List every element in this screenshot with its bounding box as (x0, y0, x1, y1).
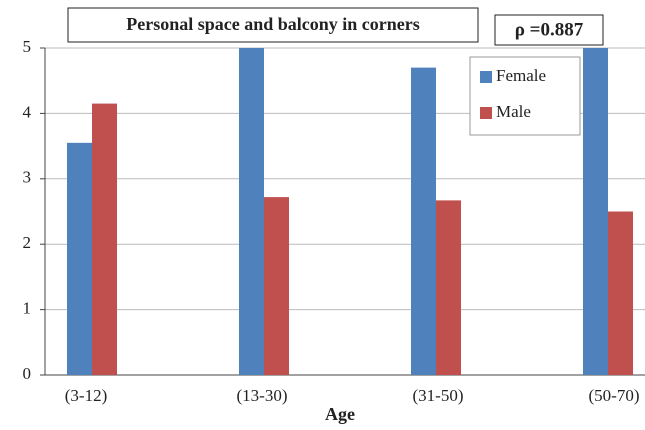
y-tick-label: 0 (23, 364, 32, 383)
annotation-box (494, 14, 604, 46)
bar (583, 48, 608, 375)
bar (239, 48, 264, 375)
y-tick-label: 4 (23, 102, 32, 121)
legend-box (469, 56, 581, 136)
x-axis-label: Age (325, 404, 355, 424)
bar (436, 200, 461, 375)
x-tick-label: (13-30) (237, 386, 288, 405)
y-tick-label: 3 (23, 168, 32, 187)
annotation: ρ =0.887 (515, 19, 584, 40)
bar (264, 197, 289, 375)
legend-swatch (480, 107, 492, 119)
y-tick-label: 5 (23, 37, 32, 56)
legend-label: Female (496, 66, 546, 85)
x-tick-label: (31-50) (413, 386, 464, 405)
legend-label: Male (496, 102, 531, 121)
y-tick-label: 1 (23, 299, 32, 318)
bar (411, 67, 436, 376)
y-tick-label: 2 (23, 233, 32, 252)
bar (608, 211, 633, 375)
bar (67, 142, 92, 375)
x-tick-label: (3-12) (65, 386, 107, 405)
legend-swatch (480, 71, 492, 83)
bar (92, 103, 117, 375)
chart-title: Personal space and balcony in corners (126, 14, 420, 34)
x-tick-label: (50-70) (589, 386, 640, 405)
title-box (67, 7, 479, 43)
